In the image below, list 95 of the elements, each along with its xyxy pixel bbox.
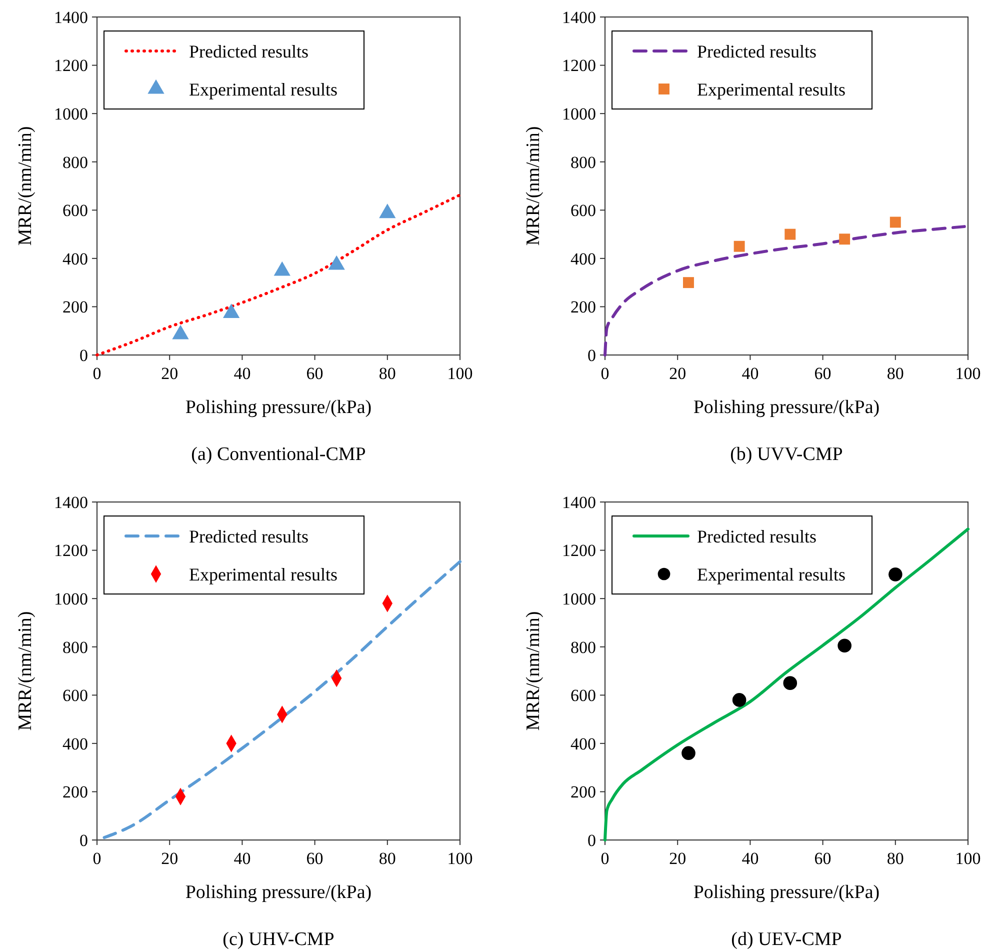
- y-tick-label: 200: [62, 782, 88, 802]
- point: [683, 277, 694, 288]
- y-axis-title: MRR/(nm/min): [15, 126, 36, 246]
- legend-label: Experimental results: [189, 564, 338, 584]
- x-tick-label: 80: [378, 849, 396, 868]
- y-axis-title: MRR/(nm/min): [523, 126, 544, 246]
- legend-label: Predicted results: [697, 526, 816, 546]
- point: [172, 324, 189, 340]
- y-tick-label: 800: [62, 152, 88, 172]
- point: [783, 676, 798, 690]
- point: [274, 261, 290, 276]
- y-tick-label: 400: [62, 734, 88, 754]
- point: [839, 234, 850, 245]
- y-tick-label: 1400: [54, 492, 88, 512]
- y-tick-label: 0: [588, 830, 596, 850]
- x-tick-label: 60: [306, 364, 324, 383]
- x-tick-label: 100: [447, 364, 473, 383]
- x-tick-label: 0: [600, 849, 610, 868]
- y-tick-label: 600: [570, 201, 596, 220]
- y-tick-label: 1000: [54, 590, 88, 609]
- point: [890, 216, 901, 228]
- line-series: [102, 560, 462, 840]
- point: [732, 693, 746, 707]
- y-tick-label: 1000: [562, 104, 596, 124]
- x-tick-label: 60: [814, 364, 832, 383]
- legend-label: Predicted results: [189, 526, 308, 546]
- point: [328, 255, 345, 270]
- y-tick-label: 800: [62, 638, 88, 657]
- line-series: [96, 193, 462, 356]
- legend-label: Experimental results: [697, 564, 846, 584]
- x-axis-title: Polishing pressure/(kPa): [693, 882, 880, 903]
- y-tick-label: 600: [62, 201, 88, 220]
- line-series: [604, 528, 970, 842]
- text: (c) UHV-CMP: [222, 929, 334, 950]
- point: [734, 240, 745, 252]
- x-tick-label: 20: [161, 364, 178, 383]
- text: (b) UVV-CMP: [730, 444, 843, 465]
- legend-label: Experimental results: [697, 79, 846, 100]
- y-tick-label: 0: [80, 830, 88, 850]
- x-tick-label: 80: [886, 364, 904, 383]
- x-tick-label: 40: [234, 849, 251, 868]
- y-tick-label: 200: [570, 782, 596, 802]
- x-tick-label: 0: [600, 364, 610, 383]
- x-tick-label: 60: [306, 849, 324, 868]
- y-tick-label: 600: [570, 686, 596, 706]
- text: (d) UEV-CMP: [731, 929, 842, 950]
- point: [222, 304, 240, 318]
- point: [838, 638, 852, 653]
- y-tick-label: 1400: [562, 492, 596, 512]
- y-axis-title: MRR/(nm/min): [523, 611, 544, 731]
- point: [379, 204, 396, 218]
- x-tick-label: 100: [447, 849, 473, 868]
- point: [784, 228, 796, 240]
- x-axis-title: Polishing pressure/(kPa): [185, 882, 372, 903]
- y-tick-label: 200: [570, 298, 596, 317]
- x-axis-title: Polishing pressure/(kPa): [693, 397, 880, 418]
- x-tick-label: 20: [161, 849, 178, 868]
- x-tick-label: 40: [234, 364, 251, 383]
- x-tick-label: 100: [955, 364, 981, 383]
- x-tick-label: 20: [669, 849, 686, 868]
- legend-label: Predicted results: [189, 41, 308, 62]
- x-tick-label: 0: [92, 364, 102, 383]
- x-tick-label: 60: [814, 849, 832, 868]
- y-tick-label: 400: [62, 249, 88, 268]
- x-tick-label: 80: [886, 849, 904, 868]
- line-series: [604, 225, 966, 356]
- y-tick-label: 1400: [54, 8, 88, 27]
- legend-label: Experimental results: [189, 79, 338, 100]
- x-tick-label: 80: [378, 364, 396, 383]
- y-tick-label: 200: [62, 298, 88, 317]
- x-tick-label: 0: [92, 849, 102, 868]
- y-tick-label: 1000: [54, 104, 88, 124]
- y-tick-label: 1400: [562, 8, 596, 27]
- y-axis-title: MRR/(nm/min): [15, 611, 36, 731]
- text: (a) Conventional-CMP: [191, 444, 366, 465]
- legend-label: Predicted results: [697, 41, 816, 62]
- y-tick-label: 0: [80, 346, 88, 365]
- y-tick-label: 400: [570, 249, 596, 268]
- y-tick-label: 1200: [54, 56, 88, 76]
- y-tick-label: 1000: [562, 590, 596, 609]
- point: [888, 568, 902, 582]
- y-tick-label: 400: [570, 734, 596, 754]
- y-tick-label: 1200: [54, 541, 88, 560]
- y-tick-label: 0: [588, 346, 596, 365]
- x-tick-label: 40: [742, 849, 759, 868]
- y-tick-label: 1200: [562, 56, 596, 76]
- y-tick-label: 600: [62, 686, 88, 706]
- y-tick-label: 800: [570, 152, 596, 172]
- y-tick-label: 800: [570, 638, 596, 657]
- x-tick-label: 100: [955, 849, 981, 868]
- x-tick-label: 40: [742, 364, 759, 383]
- x-tick-label: 20: [669, 364, 686, 383]
- x-axis-title: Polishing pressure/(kPa): [185, 397, 372, 418]
- y-tick-label: 1200: [562, 541, 596, 560]
- point: [682, 746, 696, 760]
